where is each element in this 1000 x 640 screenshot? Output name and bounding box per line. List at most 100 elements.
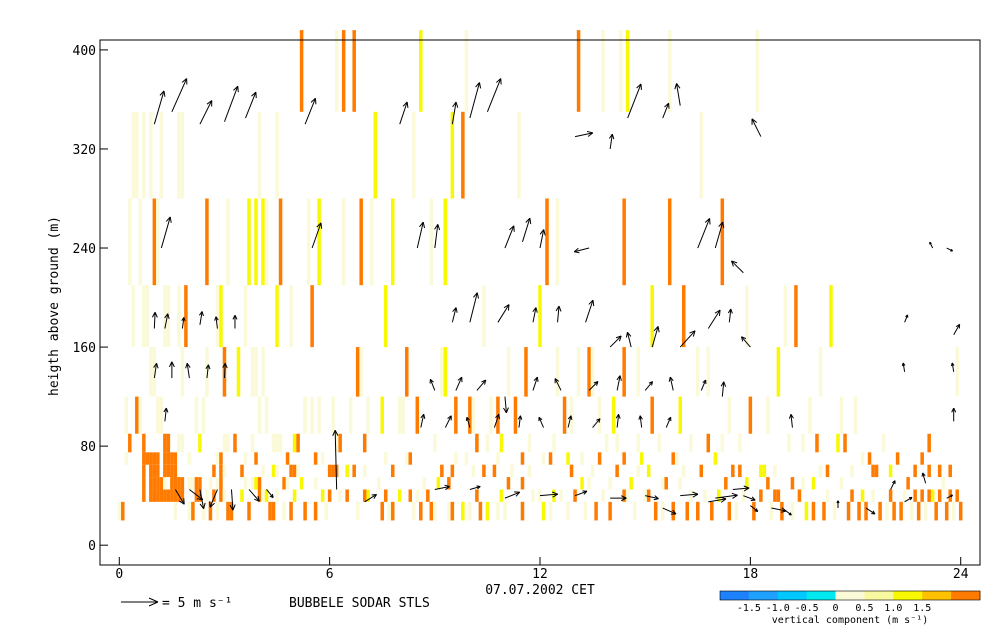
- heat-cell: [124, 452, 129, 465]
- wind-vector: [163, 407, 169, 422]
- heat-cell: [152, 477, 157, 490]
- heat-cell: [454, 396, 458, 434]
- heat-cell: [622, 347, 626, 397]
- heat-cell: [934, 501, 938, 521]
- heat-cell: [496, 501, 500, 521]
- wind-vector: [185, 362, 191, 379]
- colorbar-swatch: [893, 591, 923, 600]
- heat-cell: [548, 501, 553, 521]
- heat-cell: [156, 464, 160, 478]
- wind-vector: [950, 362, 955, 372]
- wind-vector: [732, 485, 750, 492]
- heat-cell: [604, 433, 609, 453]
- heat-cell: [482, 464, 486, 478]
- colorbar-tick-label: 0.5: [855, 603, 873, 614]
- heat-cell: [471, 464, 476, 478]
- heat-cell: [440, 464, 444, 478]
- heat-cell: [303, 396, 307, 434]
- wind-vector: [953, 323, 961, 335]
- wind-vector: [232, 314, 238, 329]
- heat-cell: [559, 489, 563, 502]
- heat-cell: [699, 111, 704, 199]
- wind-vector: [555, 305, 562, 323]
- heat-cell: [208, 501, 213, 521]
- heat-cell: [180, 477, 185, 490]
- heat-cell: [219, 464, 223, 478]
- heat-cell: [201, 396, 206, 434]
- heat-cell: [131, 111, 136, 199]
- heat-cell: [671, 452, 675, 465]
- heat-cell: [636, 464, 640, 478]
- heat-cell: [429, 198, 434, 286]
- heat-cell: [440, 347, 444, 397]
- heat-cell: [254, 452, 258, 465]
- heat-cell: [166, 433, 171, 453]
- heat-cell: [250, 347, 255, 397]
- heat-cell: [275, 464, 279, 478]
- heat-cell: [243, 477, 248, 490]
- wind-vector: [715, 492, 738, 499]
- heat-cell: [517, 111, 521, 199]
- heat-cell: [850, 489, 854, 502]
- wind-vector: [616, 375, 622, 391]
- heat-cell: [264, 489, 269, 502]
- heat-cell: [927, 433, 931, 453]
- heat-cell: [436, 477, 441, 490]
- wind-vector: [429, 378, 436, 391]
- wind-vector: [608, 133, 615, 150]
- heat-cell: [622, 452, 626, 465]
- heat-cell: [794, 285, 798, 348]
- wind-vector: [625, 331, 632, 348]
- heat-cell: [380, 501, 384, 521]
- heat-cell: [215, 285, 220, 348]
- heat-cell: [152, 347, 157, 397]
- heat-cell: [885, 501, 889, 521]
- heat-cell: [366, 489, 370, 502]
- wind-vector: [532, 307, 538, 323]
- wind-vector: [615, 413, 621, 428]
- heat-cell: [275, 111, 279, 199]
- wind-vector: [890, 480, 896, 490]
- colorbar: -1.5 -1.0 -0.5 0 0.5 1.0 1.5: [719, 590, 981, 614]
- colorbar-tick-label: 0: [833, 603, 839, 614]
- wind-vector: [662, 102, 670, 119]
- heat-cell: [636, 347, 640, 397]
- heat-cell: [853, 396, 858, 434]
- heat-cell: [720, 433, 725, 453]
- heat-cell: [257, 111, 262, 199]
- heat-cell: [878, 501, 882, 521]
- x-tick-label: 6: [326, 567, 334, 582]
- heat-cell: [450, 464, 455, 478]
- heat-cell: [520, 501, 525, 521]
- wind-vector: [469, 82, 482, 119]
- heat-cell: [212, 464, 216, 478]
- heat-cell: [180, 347, 185, 397]
- heat-cell: [166, 452, 171, 465]
- heat-cell: [780, 501, 784, 521]
- heat-cell: [825, 464, 830, 478]
- heat-cell: [590, 464, 595, 478]
- heat-cell: [745, 285, 749, 348]
- wind-vector: [266, 489, 274, 499]
- heat-cell: [226, 433, 230, 453]
- wind-vector: [304, 97, 317, 125]
- heat-cell: [580, 452, 584, 465]
- heat-cell: [415, 489, 420, 502]
- wind-vector: [743, 495, 756, 502]
- heat-cell: [163, 489, 167, 502]
- heat-cell: [475, 433, 479, 453]
- wind-vector: [455, 376, 463, 391]
- heat-cell: [271, 501, 276, 521]
- heat-cell: [727, 396, 732, 434]
- heat-cell: [857, 501, 861, 521]
- heat-cell: [222, 489, 227, 502]
- heat-cell: [173, 489, 178, 502]
- wind-vector: [171, 78, 188, 113]
- heat-cell: [383, 489, 388, 502]
- heat-cell: [944, 501, 949, 521]
- wind-vector: [592, 418, 601, 428]
- heat-cell: [601, 489, 605, 502]
- heat-cell: [362, 489, 367, 502]
- heat-cell: [415, 396, 420, 434]
